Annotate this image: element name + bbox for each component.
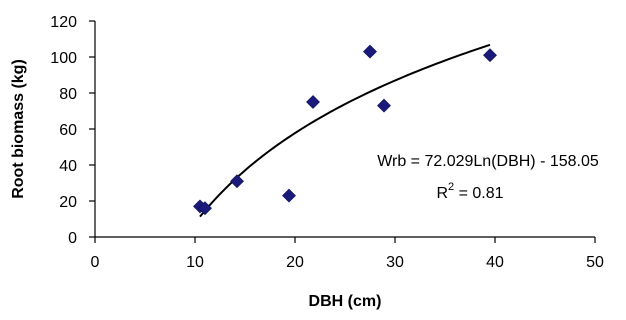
x-tick-label: 20 xyxy=(286,254,304,271)
data-point-diamond xyxy=(198,201,212,216)
r-squared-superscript: 2 xyxy=(448,181,454,193)
trendline xyxy=(199,43,491,218)
y-tick-label: 60 xyxy=(59,122,77,139)
x-axis-ticks: 0 10 20 30 40 50 xyxy=(91,237,604,271)
data-point-diamond xyxy=(306,95,320,109)
y-tick-label: 120 xyxy=(50,14,77,31)
data-point-diamond xyxy=(377,98,391,113)
data-point-diamond xyxy=(230,174,244,189)
x-tick-label: 10 xyxy=(186,254,204,271)
x-tick-label: 50 xyxy=(586,254,604,271)
y-tick-label: 20 xyxy=(59,194,77,211)
data-point-diamond xyxy=(483,48,497,63)
x-tick-label: 0 xyxy=(91,254,100,271)
r-squared-prefix: R xyxy=(436,185,448,202)
y-tick-label: 100 xyxy=(50,50,77,67)
y-axis-ticks: 0 20 40 60 80 100 120 xyxy=(50,14,95,247)
x-tick-label: 40 xyxy=(486,254,504,271)
y-axis-title: Root biomass (kg) xyxy=(10,59,27,199)
plot-area: 0 10 20 30 40 50 0 20 40 60 80 100 120 xyxy=(50,14,604,271)
y-tick-label: 40 xyxy=(59,158,77,175)
trendline-equation: Wrb = 72.029Ln(DBH) - 158.05 xyxy=(377,153,599,170)
trendline-r-squared: R2 = 0.81 xyxy=(436,181,503,202)
data-point-diamond xyxy=(282,188,296,203)
x-axis-title: DBH (cm) xyxy=(309,293,382,310)
y-tick-label: 80 xyxy=(59,86,77,103)
x-tick-label: 30 xyxy=(386,254,404,271)
y-tick-label: 0 xyxy=(68,230,77,247)
data-point-diamond xyxy=(363,44,377,59)
r-squared-value: = 0.81 xyxy=(454,185,503,202)
data-points xyxy=(193,44,497,216)
